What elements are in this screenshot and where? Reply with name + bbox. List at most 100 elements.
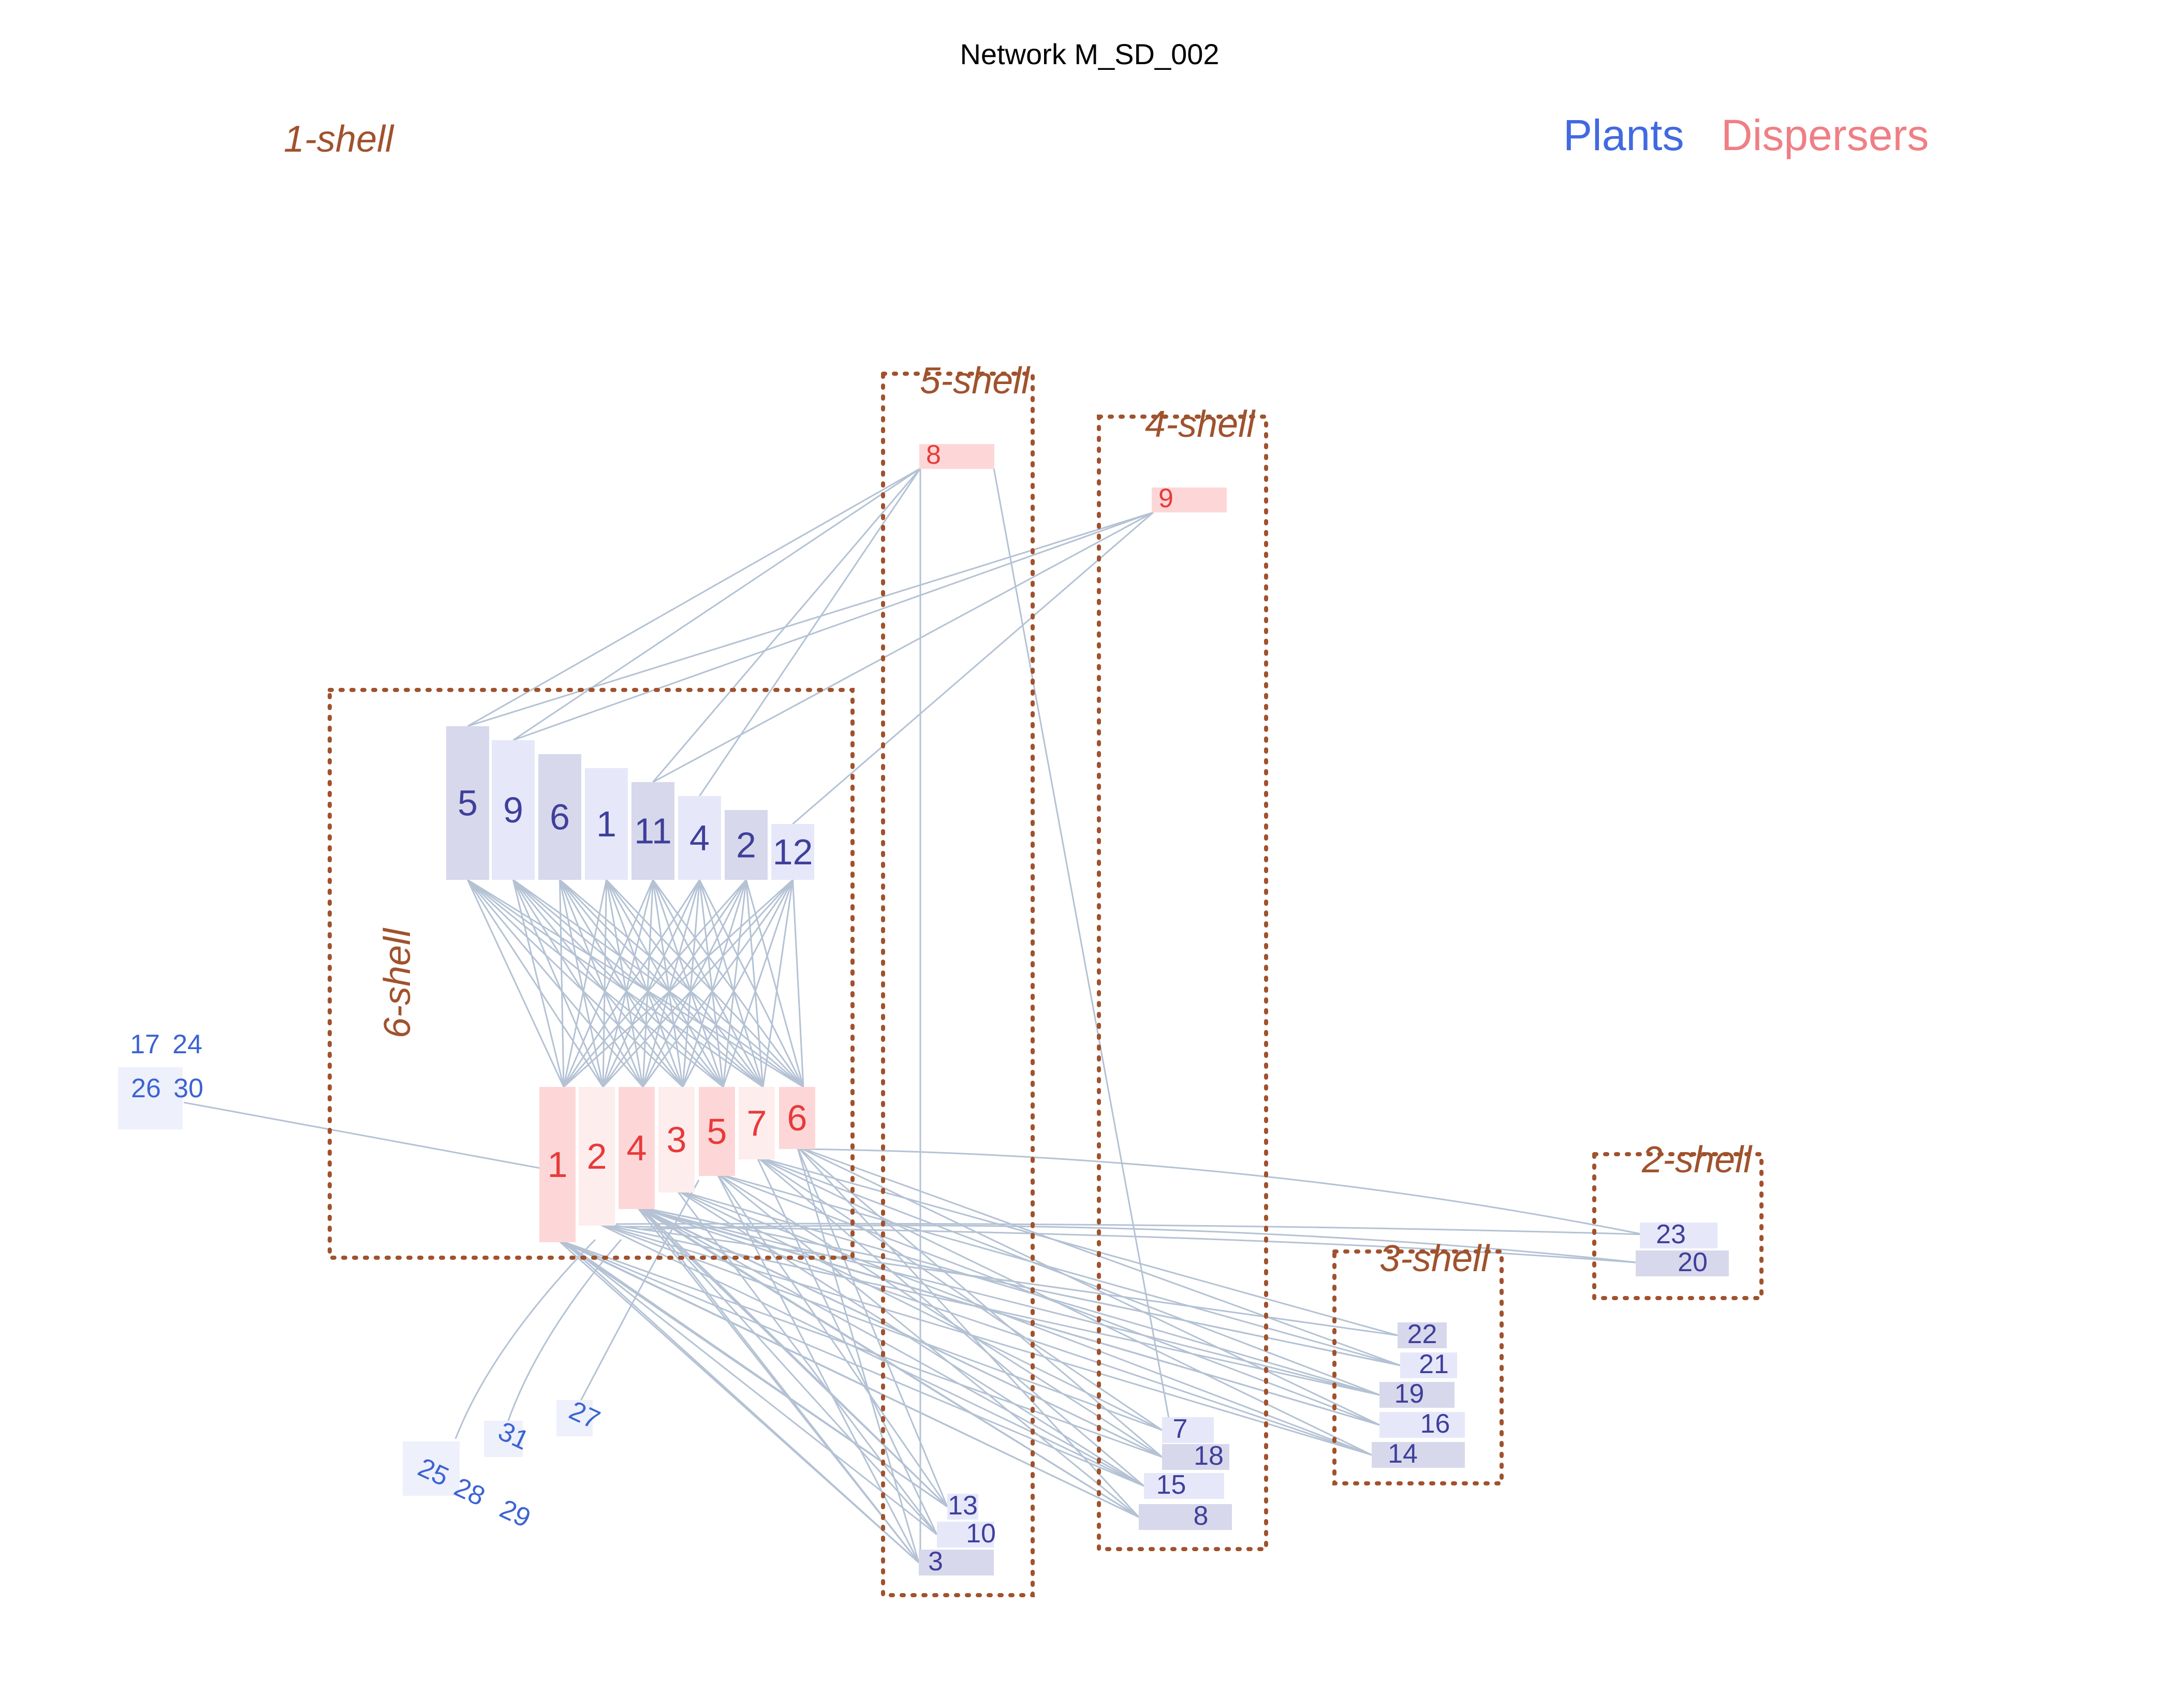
isolated-plant-label-24: 24 [172, 1029, 202, 1059]
edge-d1-p18 [557, 1239, 1163, 1458]
edge-p5-d6 [467, 879, 804, 1088]
edge-p4-d5 [699, 879, 724, 1087]
isolated-plant-box-2 [484, 1421, 523, 1457]
disperser-label-6: 6 [787, 1098, 807, 1138]
plant-label-13: 13 [948, 1491, 978, 1521]
plant-node-23 [1640, 1223, 1717, 1248]
edge-p4-d3 [682, 879, 700, 1087]
isolated-plant-box-1 [403, 1441, 460, 1496]
edge-p5-d4 [467, 879, 644, 1087]
plant-label-4: 4 [689, 818, 710, 858]
edge-d4-p18 [641, 1208, 1163, 1458]
edge-d8-p4 [699, 468, 921, 797]
edge-d1-p10 [564, 1241, 937, 1536]
edge-d4-p8 [641, 1208, 1139, 1518]
edge-d4-p16 [641, 1208, 1380, 1426]
edge-p1-d1 [563, 879, 607, 1087]
edge-d1-p15 [564, 1241, 1144, 1487]
edge-p12-d7 [762, 879, 794, 1087]
edge-p11-d5 [652, 879, 724, 1087]
shell-box-2 [1592, 1152, 1764, 1300]
edge-d7-p22 [756, 1156, 1398, 1336]
shell-label-3: 3-shell [1379, 1238, 1490, 1279]
disperser-label-1: 1 [548, 1144, 568, 1185]
interaction-edges [183, 467, 1644, 1564]
edge-p9-d4 [512, 879, 644, 1087]
isolated-plant-label-26: 26 [131, 1073, 161, 1103]
edge-p5-d7 [467, 879, 763, 1088]
plant-node-1 [585, 768, 628, 880]
edge-p5-d3 [467, 879, 684, 1088]
plant-node-4 [678, 796, 721, 880]
edge-p6-d6 [559, 879, 804, 1088]
plant-node-10 [937, 1522, 994, 1548]
shell-box-5 [881, 372, 1035, 1597]
plant-node-6 [538, 754, 581, 880]
edge-d1-p3 [563, 1241, 920, 1564]
plant-label-2: 2 [736, 825, 756, 865]
edge-p6-d5 [559, 879, 724, 1087]
plant-label-14: 14 [1388, 1439, 1418, 1469]
edge-d7-p10 [756, 1156, 938, 1535]
edge-p6-d2 [559, 879, 604, 1087]
shell-box-6 [328, 688, 855, 1260]
isolated-plant-label-30: 30 [173, 1073, 203, 1103]
isolated-plant-box-3 [556, 1400, 593, 1436]
disperser-node-8 [919, 444, 994, 469]
edge-p11-d2 [602, 879, 654, 1087]
shell-box-4 [1097, 415, 1268, 1551]
edge-p11-d3 [652, 879, 684, 1087]
edge-d8-p11 [652, 468, 921, 783]
edge-d6-p8 [796, 1145, 1140, 1518]
disperser-label-3: 3 [667, 1120, 687, 1160]
edge-p11-d7 [652, 879, 764, 1087]
edge-d5-p21 [716, 1172, 1401, 1366]
isolated-plant-label-17: 17 [130, 1029, 160, 1059]
plant-label-21: 21 [1419, 1349, 1449, 1379]
edge-p12-d6 [792, 879, 804, 1087]
edge-p12-d4 [642, 879, 794, 1087]
plant-label-19: 19 [1394, 1379, 1424, 1409]
edge-d3-p7 [676, 1189, 1163, 1431]
edge-p2-d1 [563, 879, 747, 1087]
shell-label-4: 4-shell [1145, 404, 1256, 445]
disperser-node-1 [539, 1087, 576, 1242]
plant-label-5: 5 [458, 783, 478, 823]
disperser-label-4: 4 [627, 1128, 647, 1168]
disperser-node-2 [579, 1087, 615, 1226]
edge-d1-p8 [564, 1241, 1139, 1518]
edge-d7-p15 [756, 1156, 1144, 1487]
plant-label-6: 6 [550, 797, 570, 837]
edge-p5-d1 [467, 879, 565, 1087]
plant-node-13 [947, 1494, 978, 1520]
edge-d2-p25 [454, 1239, 596, 1439]
plant-node-16 [1379, 1412, 1465, 1438]
disperser-node-7 [739, 1087, 775, 1159]
edge-p2-d3 [682, 879, 747, 1087]
shell-boxes [328, 372, 1764, 1597]
edge-p11-d1 [563, 879, 654, 1087]
edge-p1-d6 [606, 879, 804, 1088]
plant-label-16: 16 [1420, 1409, 1450, 1439]
edge-d7-p7 [756, 1156, 1163, 1431]
edge-p2-d4 [642, 879, 747, 1087]
isolated-plant-label-29: 29 [495, 1494, 535, 1534]
edge-d5-p18 [716, 1172, 1163, 1458]
plant-label-8: 8 [1194, 1501, 1209, 1531]
disperser-label-5: 5 [707, 1111, 727, 1152]
legend-dispersers: Dispersers [1721, 111, 1929, 159]
disperser-label-7: 7 [747, 1103, 767, 1143]
edge-p4-d6 [699, 879, 804, 1087]
edge-p9-d6 [512, 879, 804, 1088]
plant-label-1: 1 [596, 804, 616, 844]
plant-node-9 [492, 740, 535, 880]
edge-p4-d2 [602, 879, 700, 1087]
plant-label-10: 10 [966, 1519, 996, 1549]
plant-node-19 [1379, 1382, 1455, 1408]
edge-p1-d3 [606, 879, 684, 1087]
plant-node-7 [1162, 1417, 1214, 1443]
edge-p1-d4 [606, 879, 644, 1087]
edge-p6-d1 [559, 879, 565, 1087]
edge-p9-d3 [512, 879, 684, 1087]
edge-d6-p13 [796, 1146, 948, 1507]
